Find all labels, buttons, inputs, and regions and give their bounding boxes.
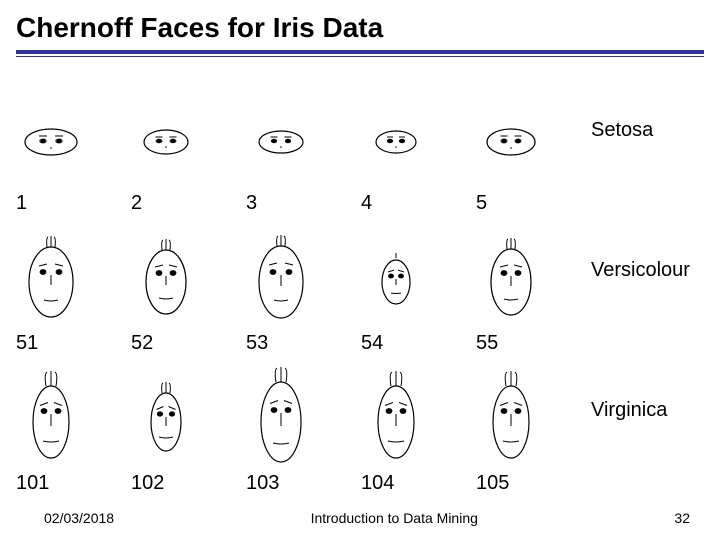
face-index: 2 (131, 192, 142, 215)
face-cell: 2 (131, 96, 246, 215)
chernoff-face-icon (131, 236, 201, 326)
footer-page: 32 (674, 510, 690, 526)
face-index: 55 (476, 332, 498, 355)
face-cell: 54 (361, 236, 476, 355)
row-label: Setosa (591, 119, 704, 172)
chernoff-face-icon (361, 96, 431, 186)
chernoff-face-icon (16, 236, 86, 326)
face-cell: 104 (361, 376, 476, 495)
chernoff-face-icon (16, 96, 86, 186)
row-label: Versicolour (591, 259, 704, 312)
slide: Chernoff Faces for Iris Data 1 2 3 4 5 Setosa… (0, 0, 720, 540)
face-cell: 3 (246, 96, 361, 215)
face-index: 53 (246, 332, 268, 355)
face-row: 101 102 103 104 105 Virginica (16, 355, 704, 495)
chernoff-face-icon (246, 376, 316, 466)
chernoff-face-icon (246, 236, 316, 326)
rule-thick (16, 50, 704, 54)
face-index: 1 (16, 192, 27, 215)
face-cell: 51 (16, 236, 131, 355)
face-row: 1 2 3 4 5 Setosa (16, 75, 704, 215)
face-cell: 53 (246, 236, 361, 355)
face-cell: 105 (476, 376, 591, 495)
chernoff-face-icon (361, 236, 431, 326)
face-index: 3 (246, 192, 257, 215)
face-index: 4 (361, 192, 372, 215)
face-cell: 102 (131, 376, 246, 495)
face-cell: 52 (131, 236, 246, 355)
face-index: 101 (16, 472, 49, 495)
chernoff-face-icon (476, 376, 546, 466)
chernoff-face-icon (361, 376, 431, 466)
faces-grid: 12345Setosa5152535455Versicolour10110210… (16, 75, 704, 495)
row-label: Virginica (591, 399, 704, 452)
face-index: 103 (246, 472, 279, 495)
face-row: 51 52 53 54 55 Versicolour (16, 215, 704, 355)
chernoff-face-icon (131, 376, 201, 466)
face-cell: 5 (476, 96, 591, 215)
rule-thin (16, 56, 704, 57)
chernoff-face-icon (476, 236, 546, 326)
footer: 02/03/2018 Introduction to Data Mining 3… (0, 510, 720, 526)
face-index: 104 (361, 472, 394, 495)
chernoff-face-icon (131, 96, 201, 186)
face-index: 52 (131, 332, 153, 355)
chernoff-face-icon (476, 96, 546, 186)
face-index: 54 (361, 332, 383, 355)
slide-title: Chernoff Faces for Iris Data (0, 0, 720, 50)
chernoff-face-icon (246, 96, 316, 186)
face-cell: 4 (361, 96, 476, 215)
face-index: 5 (476, 192, 487, 215)
face-cell: 103 (246, 376, 361, 495)
footer-center: Introduction to Data Mining (311, 510, 478, 526)
title-rule (16, 50, 704, 57)
face-index: 105 (476, 472, 509, 495)
chernoff-face-icon (16, 376, 86, 466)
face-index: 51 (16, 332, 38, 355)
face-cell: 55 (476, 236, 591, 355)
face-cell: 1 (16, 96, 131, 215)
face-cell: 101 (16, 376, 131, 495)
face-index: 102 (131, 472, 164, 495)
footer-date: 02/03/2018 (44, 510, 114, 526)
